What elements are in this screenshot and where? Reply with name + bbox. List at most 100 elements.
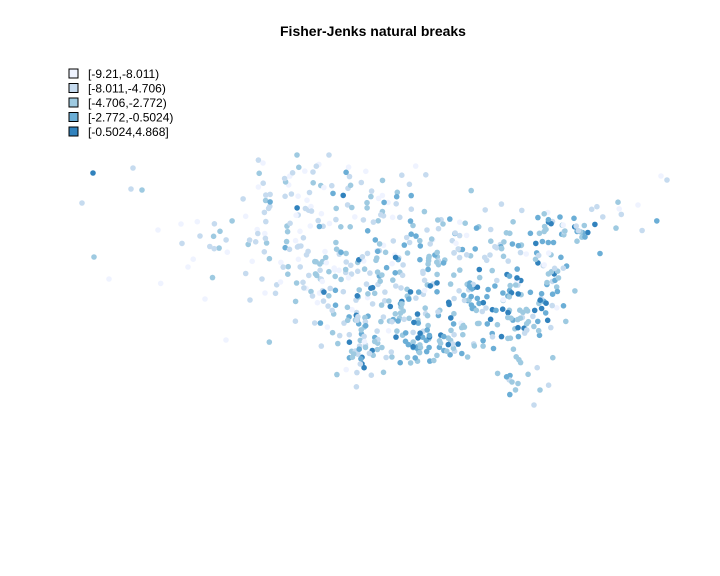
station-point (262, 197, 269, 204)
station-point (361, 333, 367, 340)
station-point (296, 164, 302, 171)
station-point (297, 228, 303, 235)
station-point (397, 214, 403, 221)
station-point (207, 243, 213, 250)
station-point (417, 256, 423, 263)
station-point (420, 270, 426, 277)
station-point (543, 300, 549, 307)
station-point (423, 172, 429, 178)
station-point (408, 192, 415, 199)
station-point (410, 222, 416, 229)
station-point (321, 184, 327, 191)
station-point (333, 216, 339, 223)
station-point (368, 193, 374, 200)
station-point (375, 195, 382, 202)
station-point (378, 302, 385, 308)
station-point (515, 380, 521, 387)
station-point (412, 355, 419, 361)
station-point (322, 254, 329, 261)
station-point (394, 189, 401, 196)
station-point (472, 246, 479, 252)
station-point (356, 346, 363, 353)
station-point (352, 214, 358, 220)
station-point (389, 214, 396, 221)
station-point (356, 287, 363, 293)
station-point (407, 360, 414, 366)
station-point (476, 300, 482, 307)
station-point (485, 286, 491, 293)
station-point (393, 334, 399, 340)
station-point (322, 248, 328, 255)
station-point (372, 237, 379, 243)
station-point (385, 328, 392, 334)
point-layer (79, 152, 670, 408)
station-point (362, 322, 369, 329)
station-point (406, 315, 412, 322)
station-point (456, 254, 463, 261)
station-point (329, 182, 335, 189)
station-point (349, 306, 355, 313)
station-point (535, 318, 541, 325)
station-point (451, 272, 457, 278)
station-point (572, 288, 578, 294)
station-point (585, 229, 591, 236)
station-point (354, 369, 360, 376)
station-point (558, 254, 564, 261)
station-point (278, 259, 284, 266)
station-point (242, 270, 249, 277)
station-point (249, 258, 255, 265)
station-point (582, 234, 588, 240)
station-point (600, 214, 606, 220)
station-point (406, 181, 413, 188)
station-point (363, 168, 369, 175)
station-point (487, 226, 494, 233)
station-point (422, 305, 429, 311)
station-point (482, 207, 489, 213)
legend-label-2: [-4.706,-2.772) (88, 96, 167, 110)
station-point (383, 264, 390, 271)
station-point (525, 371, 531, 378)
station-point (381, 199, 387, 206)
station-point (329, 329, 336, 336)
station-point (415, 335, 421, 341)
station-point (378, 318, 384, 325)
station-point (447, 281, 454, 287)
station-point (545, 216, 552, 223)
station-point (509, 241, 516, 247)
station-point (329, 307, 336, 314)
station-point (379, 177, 386, 184)
station-point (326, 220, 333, 227)
station-point (300, 279, 306, 286)
station-point (383, 354, 389, 361)
station-point (263, 192, 269, 198)
station-point (353, 384, 360, 390)
station-point (548, 324, 554, 331)
station-point (494, 321, 501, 328)
station-point (260, 160, 266, 166)
station-point (493, 245, 500, 251)
station-point (505, 335, 511, 342)
station-point (394, 328, 400, 334)
station-point (534, 364, 540, 371)
station-point (362, 344, 369, 351)
station-point (377, 278, 384, 285)
station-point (415, 289, 422, 295)
station-point (535, 327, 542, 334)
station-point (434, 352, 440, 359)
station-point (515, 242, 522, 249)
station-point (295, 256, 302, 263)
station-point (434, 259, 440, 266)
station-point (459, 350, 465, 357)
station-point (374, 328, 380, 334)
station-point (265, 205, 272, 212)
station-point (254, 230, 261, 237)
station-point (223, 237, 229, 243)
station-point (340, 192, 347, 199)
station-point (399, 272, 406, 279)
station-point (309, 293, 316, 299)
station-point (414, 311, 421, 317)
station-point (216, 245, 222, 251)
station-point (128, 186, 134, 192)
station-point (308, 288, 314, 295)
station-point (349, 354, 356, 361)
